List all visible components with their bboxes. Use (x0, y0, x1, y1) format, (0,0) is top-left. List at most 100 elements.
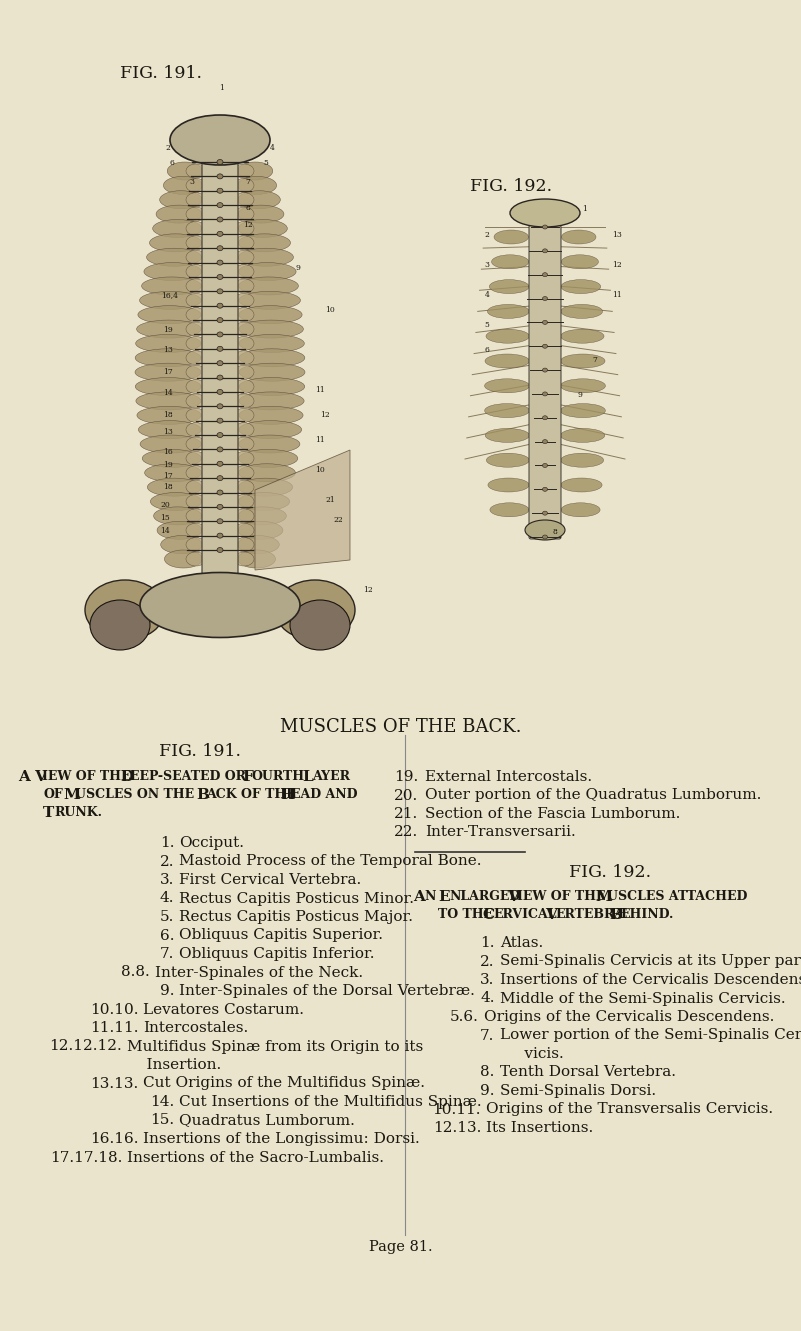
Text: TO THE: TO THE (438, 908, 493, 921)
Ellipse shape (217, 375, 223, 381)
Ellipse shape (561, 403, 606, 418)
Ellipse shape (145, 463, 201, 482)
Ellipse shape (186, 437, 206, 451)
Point (239, 398, 248, 414)
Point (526, 337, 536, 353)
Ellipse shape (186, 480, 206, 494)
Text: Obliquus Capitis Inferior.: Obliquus Capitis Inferior. (179, 946, 375, 961)
Text: vicis.: vicis. (500, 1047, 563, 1061)
Point (190, 427, 199, 443)
Line: 2 pts: 2 pts (559, 306, 612, 311)
Text: Insertions of the Cervicalis Descendens.: Insertions of the Cervicalis Descendens. (500, 973, 801, 988)
Text: Semi-Spinalis Dorsi.: Semi-Spinalis Dorsi. (500, 1083, 656, 1098)
Ellipse shape (217, 318, 223, 322)
Line: 2 pts: 2 pts (559, 425, 623, 438)
Ellipse shape (234, 250, 254, 265)
Text: Atlas.: Atlas. (500, 936, 543, 950)
Point (611, 346, 621, 362)
Text: E: E (438, 890, 449, 904)
Point (248, 226, 258, 242)
Line: 2 pts: 2 pts (476, 326, 531, 333)
Ellipse shape (186, 208, 206, 221)
Text: 11: 11 (315, 437, 325, 445)
Ellipse shape (186, 423, 206, 437)
Ellipse shape (239, 463, 296, 482)
Ellipse shape (234, 538, 254, 551)
Point (182, 527, 191, 543)
Ellipse shape (139, 421, 201, 439)
Point (186, 169, 195, 185)
Text: 19: 19 (163, 461, 173, 469)
Ellipse shape (492, 254, 529, 269)
Point (526, 278, 536, 294)
Point (191, 341, 200, 357)
Point (554, 220, 564, 236)
Text: 3: 3 (190, 178, 195, 186)
Point (553, 386, 562, 402)
Text: Middle of the Semi-Spinalis Cervicis.: Middle of the Semi-Spinalis Cervicis. (500, 992, 785, 1005)
Text: 17.17.18.: 17.17.18. (50, 1150, 123, 1165)
Point (248, 499, 257, 515)
Ellipse shape (238, 522, 283, 539)
Point (248, 240, 258, 256)
Ellipse shape (234, 193, 254, 206)
Point (554, 278, 564, 294)
Text: 5.6.: 5.6. (449, 1010, 479, 1024)
Ellipse shape (239, 234, 291, 252)
Ellipse shape (157, 522, 202, 539)
Point (526, 437, 536, 453)
Text: Inter-Spinales of the Dorsal Vertebræ.: Inter-Spinales of the Dorsal Vertebræ. (179, 984, 475, 998)
Text: 11: 11 (315, 386, 325, 394)
Point (556, 242, 566, 258)
Ellipse shape (186, 351, 206, 365)
Ellipse shape (151, 492, 202, 511)
Point (464, 409, 473, 425)
Point (241, 326, 251, 342)
Ellipse shape (510, 200, 580, 228)
Ellipse shape (138, 306, 201, 323)
Ellipse shape (217, 202, 223, 208)
Text: 19.: 19. (394, 771, 418, 784)
Ellipse shape (239, 378, 304, 395)
Text: 6.: 6. (159, 929, 175, 942)
Text: 10.11.: 10.11. (433, 1102, 481, 1117)
Ellipse shape (239, 248, 293, 266)
Ellipse shape (186, 178, 206, 193)
Point (245, 284, 255, 299)
Text: N: N (424, 890, 436, 902)
Ellipse shape (143, 450, 201, 467)
Ellipse shape (561, 305, 602, 318)
Text: NLARGED: NLARGED (449, 890, 521, 902)
Text: 15: 15 (160, 514, 170, 522)
Text: 15.: 15. (150, 1114, 175, 1127)
Point (530, 458, 540, 474)
Line: 2 pts: 2 pts (477, 306, 531, 311)
Ellipse shape (234, 508, 254, 523)
Point (550, 458, 560, 474)
Point (550, 434, 560, 450)
Point (523, 266, 533, 282)
Text: 7.: 7. (160, 946, 175, 961)
Point (554, 258, 564, 274)
Ellipse shape (135, 363, 201, 381)
Text: 13: 13 (163, 346, 173, 354)
Ellipse shape (217, 160, 223, 165)
Point (189, 326, 199, 342)
Ellipse shape (154, 507, 202, 524)
Line: 2 pts: 2 pts (483, 246, 531, 248)
Ellipse shape (561, 329, 604, 343)
Ellipse shape (234, 351, 254, 365)
Text: USCLES ATTACHED: USCLES ATTACHED (607, 890, 747, 902)
Point (620, 451, 630, 467)
FancyBboxPatch shape (529, 225, 561, 539)
Ellipse shape (186, 508, 206, 523)
Text: Outer portion of the Quadratus Lumborum.: Outer portion of the Quadratus Lumborum. (425, 788, 762, 803)
Point (244, 455, 253, 471)
Text: Section of the Fascia Lumborum.: Section of the Fascia Lumborum. (425, 807, 680, 821)
Ellipse shape (485, 379, 529, 393)
Point (183, 254, 192, 270)
Ellipse shape (238, 550, 276, 568)
Text: 20.: 20. (394, 788, 418, 803)
Point (468, 366, 477, 382)
Point (529, 482, 538, 498)
